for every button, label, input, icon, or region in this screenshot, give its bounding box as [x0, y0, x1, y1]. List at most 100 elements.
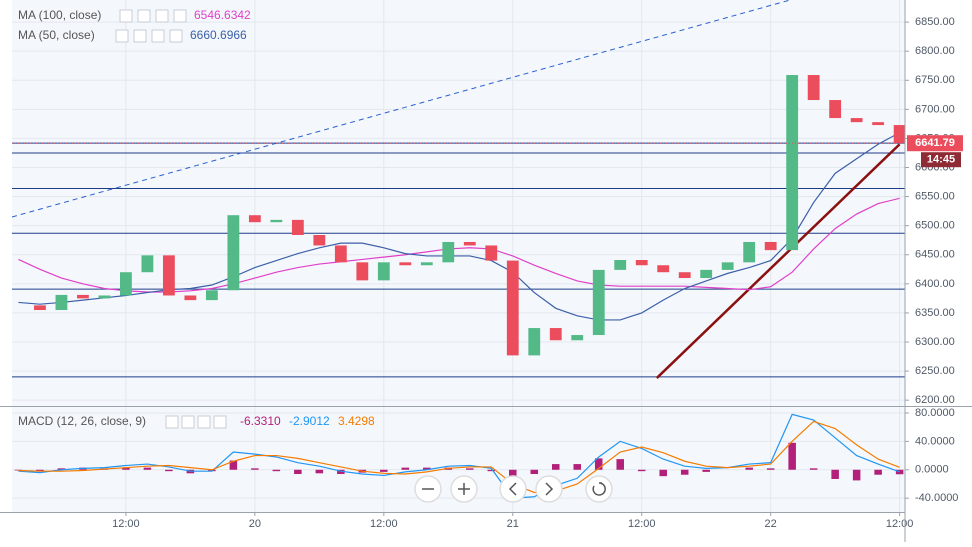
candle — [98, 295, 111, 299]
x-tick-label: 20 — [249, 518, 261, 530]
histogram-bar — [229, 460, 238, 470]
countdown-box — [921, 152, 961, 168]
y-tick-label: 6800.00 — [915, 45, 955, 57]
candle — [592, 269, 605, 336]
legend-icon[interactable] — [115, 29, 129, 43]
legend-icon[interactable] — [137, 9, 151, 23]
price-label: 6641.79 — [915, 137, 955, 149]
x-tick-label: 22 — [765, 518, 777, 530]
candle — [377, 262, 390, 281]
y-tick-label: 6250.00 — [915, 365, 955, 377]
candle — [850, 118, 863, 123]
trend-line — [655, 143, 901, 379]
main-pane — [12, 0, 905, 406]
y-tick-label: 40.0000 — [915, 435, 955, 447]
legend-icon[interactable] — [169, 29, 183, 43]
y-tick-label: -40.0000 — [915, 492, 958, 504]
legend-value: -2.9012 — [289, 414, 330, 428]
candle — [205, 290, 218, 301]
legend-icon[interactable] — [173, 9, 187, 23]
x-tick-label: 12:00 — [370, 518, 398, 530]
candle — [463, 241, 476, 246]
price-label-box — [907, 135, 963, 152]
histogram-bar — [680, 469, 689, 475]
histogram-bar — [487, 469, 496, 472]
histogram-bar — [766, 468, 775, 470]
candle — [678, 272, 691, 279]
y-tick-label: 6350.00 — [915, 307, 955, 319]
candle — [291, 219, 304, 235]
histogram-bar — [380, 469, 388, 472]
candle — [34, 305, 46, 311]
candle — [743, 241, 756, 263]
y-tick-label: 6700.00 — [915, 103, 955, 115]
histogram-bar — [165, 469, 173, 472]
histogram-bar — [745, 467, 753, 470]
x-tick-label: 12:00 — [628, 518, 656, 530]
main-plot — [12, 0, 905, 406]
histogram-bar — [659, 469, 667, 477]
candle — [77, 294, 89, 299]
x-tick-label: 12:00 — [112, 518, 140, 530]
candle — [227, 215, 240, 291]
histogram-bar — [852, 469, 861, 481]
macd-plot — [12, 407, 905, 512]
y-tick-label: 6400.00 — [915, 278, 955, 290]
y-tick-label: 6750.00 — [915, 74, 955, 86]
legend-icon[interactable] — [197, 415, 211, 429]
candle — [872, 122, 885, 126]
candle — [141, 255, 154, 273]
candle — [334, 245, 347, 263]
y-tick-label: 6550.00 — [915, 191, 955, 203]
legend-icon[interactable] — [213, 415, 227, 429]
candle — [248, 215, 261, 223]
candle — [893, 125, 905, 144]
histogram-bar — [616, 459, 624, 470]
histogram-bar — [895, 469, 904, 475]
candle — [614, 260, 627, 270]
histogram-bar — [143, 467, 152, 470]
legend-icon[interactable] — [165, 415, 179, 429]
candle — [356, 262, 369, 281]
candle — [721, 262, 734, 270]
candle — [442, 241, 455, 263]
legend: MA (100, close) 6546.6342 MA (50, close)… — [18, 8, 375, 429]
y-tick-label: 6850.00 — [915, 16, 955, 28]
legend-value: -6.3310 — [240, 414, 281, 428]
candle — [313, 234, 326, 246]
legend-label: MACD (12, 26, close, 9) — [18, 414, 146, 428]
histogram-bar — [637, 469, 646, 472]
candle — [506, 260, 519, 356]
countdown: 14:45 — [927, 154, 955, 166]
histogram-bar — [466, 468, 474, 470]
y-tick-label: 6200.00 — [915, 394, 955, 406]
histogram-bar — [57, 468, 66, 470]
y-tick-label: 6300.00 — [915, 336, 955, 348]
candle — [270, 219, 283, 223]
histogram-bar — [401, 467, 410, 470]
histogram-bar — [36, 469, 44, 472]
histogram-bar — [251, 468, 259, 470]
legend-icon[interactable] — [151, 29, 165, 43]
legend-value: 6660.6966 — [190, 28, 247, 42]
legend-label: MA (50, close) — [18, 28, 95, 42]
histogram-bar — [530, 469, 539, 475]
reset-button[interactable] — [585, 475, 613, 503]
candle — [485, 245, 498, 261]
legend-icon[interactable] — [181, 415, 195, 429]
histogram-bar — [788, 442, 796, 470]
candle — [549, 328, 562, 341]
histogram-bar — [831, 469, 839, 479]
histogram-bar — [594, 458, 603, 470]
candle — [528, 328, 541, 356]
histogram-bar — [423, 467, 431, 470]
candle — [119, 272, 132, 296]
scroll-right-button[interactable] — [535, 475, 563, 503]
legend-icon[interactable] — [119, 9, 133, 23]
scroll-left-button[interactable] — [499, 475, 527, 503]
legend-icon[interactable] — [155, 9, 169, 23]
histogram-bar — [294, 469, 302, 475]
legend-icon[interactable] — [133, 29, 147, 43]
